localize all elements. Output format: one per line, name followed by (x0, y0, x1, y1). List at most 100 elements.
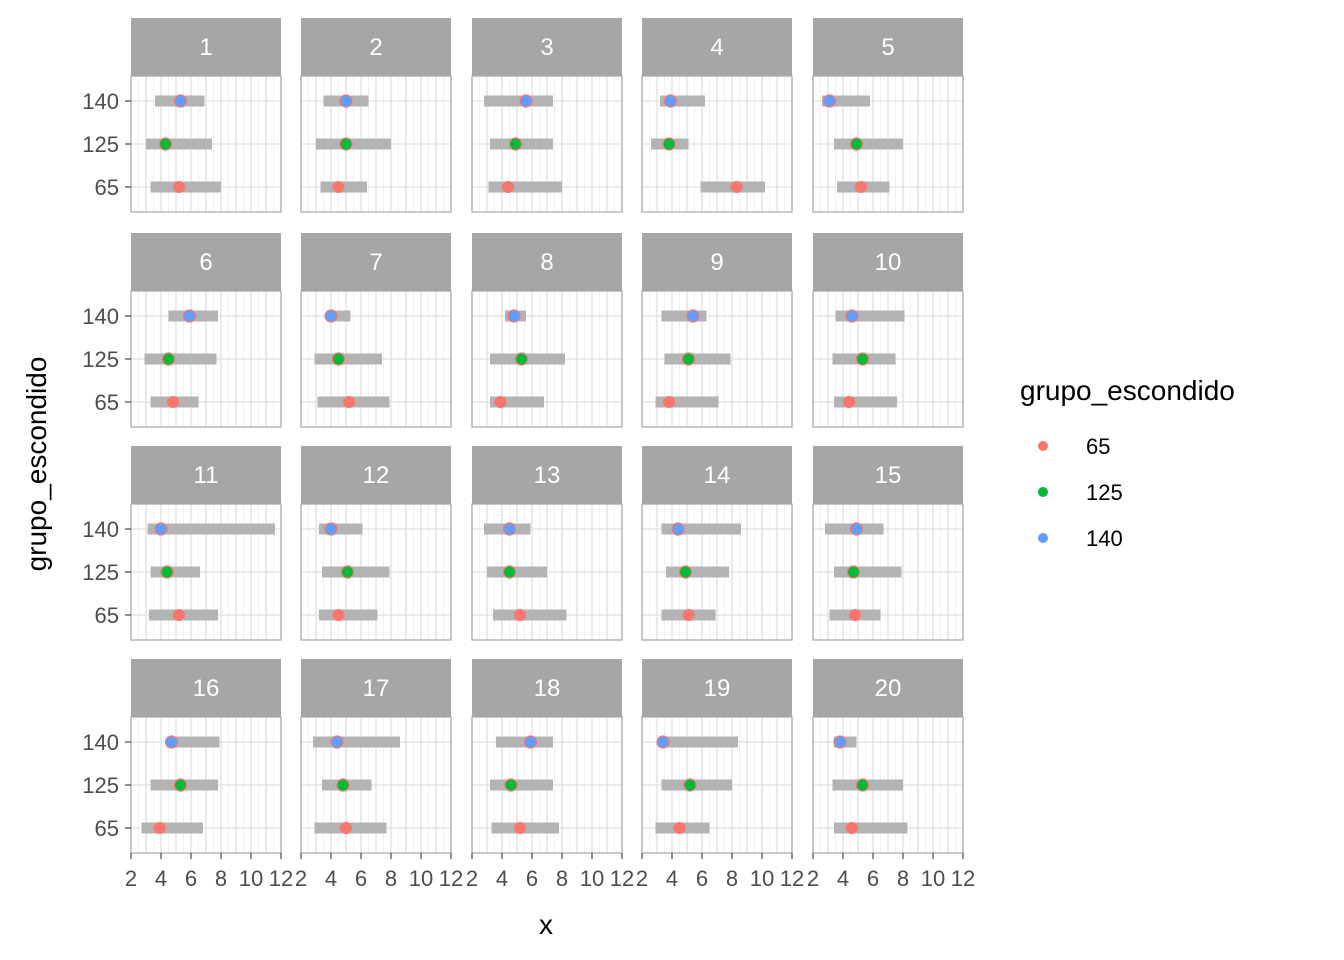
y-tick-label: 125 (82, 347, 119, 372)
facet-strip-label: 9 (710, 249, 723, 276)
facet-strip (813, 659, 963, 717)
x-tick-label: 4 (325, 866, 337, 891)
facet-panel-4: 4 (641, 18, 793, 213)
y-tick-label: 65 (95, 816, 119, 841)
range-bar-125 (322, 566, 390, 578)
y-tick-label: 125 (82, 560, 119, 585)
facet-panel-10: 10 (812, 233, 964, 428)
facet-strip (131, 446, 281, 504)
data-point-140 (154, 522, 168, 536)
range-bar-125 (664, 353, 731, 365)
x-tick-label: 4 (837, 866, 849, 891)
data-point-65 (173, 609, 185, 621)
facet-panel-17: 17 (300, 659, 452, 854)
x-tick-label: 2 (295, 866, 307, 891)
x-tick-label: 2 (125, 866, 137, 891)
data-point-140 (324, 522, 338, 536)
data-point-125 (504, 778, 518, 792)
facet-strip (472, 446, 622, 504)
data-point-65 (730, 181, 743, 193)
facet-strip-label: 12 (363, 462, 390, 489)
facet-strip-label: 17 (363, 675, 390, 702)
x-tick-label: 6 (867, 866, 879, 891)
data-point-125 (678, 565, 693, 579)
data-point-140 (519, 94, 533, 108)
facet-strip (642, 233, 792, 291)
data-point-140 (507, 309, 521, 323)
facet-strip (813, 18, 963, 76)
data-point-65 (514, 822, 526, 834)
facet-strip (301, 233, 451, 291)
range-bar-65 (490, 396, 544, 408)
data-point-125 (161, 352, 176, 366)
legend-key-65 (1038, 441, 1048, 451)
legend-label-140: 140 (1086, 526, 1123, 551)
facet-strip (813, 446, 963, 504)
x-tick-label: 4 (496, 866, 508, 891)
data-point-140 (330, 735, 344, 749)
range-bar-140 (319, 523, 363, 535)
data-point-125 (855, 778, 870, 792)
range-bar-125 (666, 566, 729, 578)
data-point-125 (683, 778, 697, 792)
x-tick-label: 12 (610, 866, 634, 891)
panel-border (471, 290, 623, 428)
data-point-140 (324, 309, 338, 323)
range-bar-140 (147, 523, 275, 535)
facet-strip (131, 18, 281, 76)
y-tick-label: 65 (95, 175, 119, 200)
facet-panel-14: 14 (641, 446, 793, 641)
facet-panel-18: 18 (471, 659, 623, 854)
legend: grupo_escondido 65 125 140 (1020, 375, 1235, 551)
data-point-65 (332, 609, 345, 621)
facet-strip-label: 5 (881, 34, 894, 61)
panel-border (471, 75, 623, 213)
panel-border (812, 503, 964, 641)
x-tick-label: 12 (951, 866, 975, 891)
facet-strip (472, 659, 622, 717)
facet-strip-label: 14 (704, 462, 731, 489)
facet-strip-label: 16 (193, 675, 220, 702)
facet-strip-label: 10 (875, 249, 902, 276)
range-bar-65 (834, 396, 897, 408)
y-tick-label: 65 (95, 603, 119, 628)
y-tick-label: 140 (82, 304, 119, 329)
y-tick-label: 140 (82, 89, 119, 114)
x-tick-label: 10 (750, 866, 774, 891)
facet-panel-12: 12 (300, 446, 452, 641)
data-point-140 (822, 94, 837, 108)
facet-strip-label: 18 (534, 675, 561, 702)
x-tick-label: 6 (526, 866, 538, 891)
panel-border (641, 716, 793, 854)
facet-panel-8: 8 (471, 233, 623, 428)
data-point-125 (855, 352, 870, 366)
range-bar-65 (493, 609, 567, 621)
range-bar-125 (834, 566, 902, 578)
range-bar-125 (661, 779, 732, 791)
data-point-125 (173, 778, 188, 792)
data-point-125 (336, 778, 350, 792)
data-point-125 (340, 565, 355, 579)
facet-panel-1: 1 (130, 18, 282, 213)
facet-panel-13: 13 (471, 446, 623, 641)
range-bar-125 (146, 138, 212, 150)
facet-strip-label: 3 (540, 34, 553, 61)
data-point-65 (494, 396, 507, 408)
x-tick-label: 10 (580, 866, 604, 891)
x-tick-label: 12 (439, 866, 463, 891)
x-tick-label: 12 (269, 866, 293, 891)
x-axes-layer: 2 4 6 8 10 12 2 4 6 8 10 12 2 4 6 8 10 12 2 4 6 8 10 12 2 4 6 8 10 12 (125, 853, 975, 891)
x-tick-label: 6 (696, 866, 708, 891)
x-tick-label: 12 (780, 866, 804, 891)
y-tick-label: 125 (82, 773, 119, 798)
panel-border (812, 716, 964, 854)
range-bar-140 (484, 95, 553, 107)
panel-border (300, 503, 452, 641)
data-point-65 (502, 181, 514, 193)
facet-panel-11: 11 (130, 446, 282, 641)
y-tick-label: 140 (82, 730, 119, 755)
data-point-140 (339, 94, 353, 108)
facet-panel-20: 20 (812, 659, 964, 854)
panel-border (812, 75, 964, 213)
